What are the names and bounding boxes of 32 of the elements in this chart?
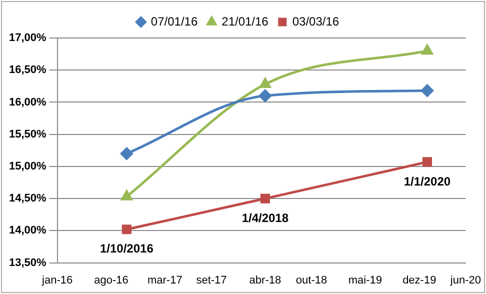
x-tick-label: jan-16 — [41, 274, 73, 286]
x-tick-label: mar-17 — [147, 274, 182, 286]
x-tick-label: set-17 — [196, 274, 227, 286]
y-tick-label: 13,50% — [8, 256, 47, 269]
point — [420, 84, 434, 97]
y-tick-label: 17,00% — [8, 32, 47, 44]
point — [122, 224, 132, 234]
point — [120, 147, 133, 160]
point — [258, 90, 272, 102]
x-tick-label: jun-20 — [449, 274, 481, 286]
annotation: 1/1/2020 — [404, 174, 451, 188]
point — [121, 190, 132, 200]
x-tick-label: out-18 — [296, 274, 328, 286]
point — [422, 44, 433, 55]
point — [260, 194, 270, 204]
point — [260, 78, 271, 88]
y-tick-label: 15,00% — [8, 160, 47, 172]
y-tick-label: 14,50% — [8, 192, 47, 205]
legend-label: 03/03/16 — [292, 14, 340, 28]
annotation: 1/10/2016 — [100, 242, 154, 256]
legend-label: 21/01/16 — [222, 14, 269, 28]
y-tick-label: 16,50% — [8, 64, 47, 76]
x-tick-label: abr-18 — [249, 274, 282, 286]
y-tick-label: 15,50% — [8, 128, 47, 140]
x-tick-label: ago-16 — [94, 274, 128, 286]
x-tick-label: mai-19 — [348, 274, 382, 286]
annotation: 1/4/2018 — [242, 210, 289, 225]
legend-label: 07/01/16 — [150, 14, 198, 28]
y-tick-label: 16,00% — [8, 96, 47, 108]
y-tick-label: 14,00% — [8, 224, 47, 237]
point — [422, 157, 432, 167]
x-tick-label: dez-19 — [402, 274, 436, 286]
